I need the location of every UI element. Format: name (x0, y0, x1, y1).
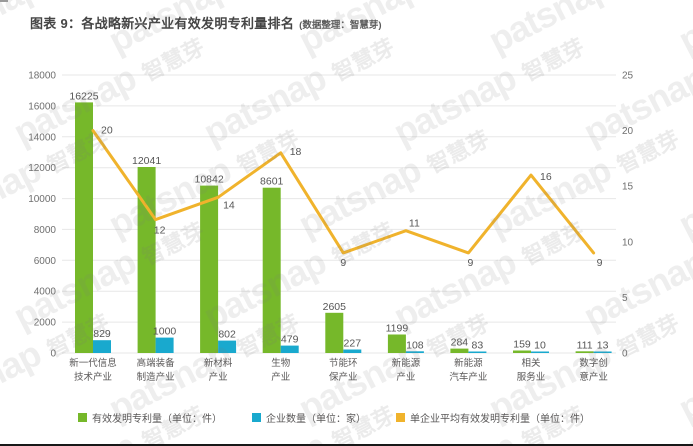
company-count-bar (593, 351, 612, 353)
company-count-bar (93, 340, 111, 353)
patent-count-label: 111 (577, 339, 593, 351)
company-count-label: 83 (472, 340, 484, 352)
left-axis-tick-label: 18000 (28, 71, 56, 82)
left-axis-tick-label: 10000 (28, 194, 56, 205)
category-label: 高端装备制造产业 (137, 357, 176, 383)
figure-subtitle: (数据整理：智慧芽) (299, 20, 382, 31)
legend-swatch (78, 413, 87, 422)
top-edge-artifact (0, 0, 8, 2)
avg-patents-point-label: 14 (223, 199, 235, 211)
category-label: 新材料产业 (204, 357, 233, 383)
figure-title-row: 图表 9：各战略新兴产业有效发明专利量排名 (数据整理：智慧芽) (30, 13, 381, 33)
legend-item-2: 单企业平均有效发明专利量（单位：件） (396, 410, 590, 425)
right-axis-tick-label: 10 (622, 237, 634, 248)
legend-label: 企业数量（单位：家） (266, 414, 366, 425)
chart-legend: 有效发明专利量（单位：件） 企业数量（单位：家） 单企业平均有效发明专利量（单位：件… (78, 410, 590, 425)
right-axis-tick-label: 25 (622, 71, 634, 82)
legend-item-0: 有效发明专利量（单位：件） (78, 410, 222, 425)
patent-count-bar (575, 351, 594, 353)
right-axis-tick-label: 20 (622, 126, 634, 137)
category-label: 新一代信息技术产业 (69, 357, 117, 383)
company-count-bar (468, 351, 487, 353)
patent-count-label: 284 (451, 337, 469, 349)
avg-patents-point-label: 9 (467, 257, 473, 269)
patent-count-label: 8601 (260, 176, 284, 188)
company-count-label: 227 (344, 338, 362, 350)
patent-count-label: 2605 (323, 301, 347, 313)
avg-patents-point-label: 18 (290, 146, 302, 158)
left-axis-tick-label: 16000 (28, 101, 56, 112)
patent-count-bar (262, 187, 281, 353)
category-label: 节能环保产业 (329, 357, 358, 383)
category-label: 相关服务业 (517, 357, 546, 383)
company-count-bar (531, 351, 549, 353)
company-count-bar (405, 351, 424, 353)
patent-count-bar (450, 348, 469, 353)
right-axis-tick-label: 0 (622, 349, 628, 360)
category-label: 新能源汽车产业 (449, 357, 487, 383)
category-label: 生物产业 (271, 357, 291, 383)
left-axis-tick-label: 8000 (34, 225, 57, 236)
bottom-border-line (0, 444, 693, 446)
company-count-label: 10 (534, 340, 546, 352)
company-count-label: 479 (281, 334, 299, 346)
company-count-bar (280, 345, 299, 353)
avg-patents-point-label: 9 (340, 257, 346, 269)
company-count-bar (343, 349, 362, 353)
patent-count-bar (200, 185, 219, 353)
patent-count-bar (75, 102, 93, 354)
legend-label: 有效发明专利量（单位：件） (92, 414, 222, 425)
patent-count-bar (325, 312, 344, 353)
patent-count-label: 12041 (132, 155, 161, 167)
avg-patents-point-label: 12 (154, 225, 166, 237)
avg-patents-point-label: 9 (597, 257, 603, 269)
left-axis-tick-label: 4000 (34, 287, 57, 298)
patent-count-label: 1199 (386, 323, 409, 335)
avg-patents-point-label: 20 (101, 125, 113, 137)
company-count-label: 829 (93, 328, 111, 340)
patent-count-label: 10842 (194, 174, 223, 186)
patent-count-bar (513, 350, 531, 353)
patent-count-label: 159 (513, 339, 531, 351)
legend-label: 单企业平均有效发明专利量（单位：件） (410, 414, 590, 425)
legend-swatch (396, 413, 405, 422)
company-count-label: 1000 (153, 326, 177, 338)
patent-count-bar (387, 334, 406, 353)
category-label: 数字创意产业 (579, 357, 608, 383)
right-axis-tick-label: 5 (622, 293, 628, 304)
company-count-label: 13 (597, 340, 609, 352)
figure-title: 图表 9：各战略新兴产业有效发明专利量排名 (30, 16, 295, 31)
right-axis-tick-label: 15 (622, 182, 634, 193)
avg-patents-point-label: 16 (540, 171, 552, 183)
left-axis-tick-label: 12000 (28, 163, 56, 174)
company-count-bar (218, 340, 237, 353)
left-axis-tick-label: 14000 (28, 132, 56, 143)
company-count-label: 802 (218, 329, 236, 341)
left-axis-tick-label: 6000 (34, 256, 57, 267)
avg-patents-line (91, 129, 596, 255)
company-count-bar (155, 337, 174, 353)
avg-patents-point-label: 11 (409, 218, 420, 230)
company-count-label: 108 (406, 339, 424, 351)
legend-item-1: 企业数量（单位：家） (252, 410, 366, 425)
legend-swatch (252, 413, 261, 422)
left-axis-tick-label: 0 (50, 349, 56, 360)
patent-count-label: 16225 (69, 90, 98, 102)
category-label: 新能源产业 (392, 357, 421, 383)
left-axis-tick-label: 2000 (34, 318, 57, 329)
